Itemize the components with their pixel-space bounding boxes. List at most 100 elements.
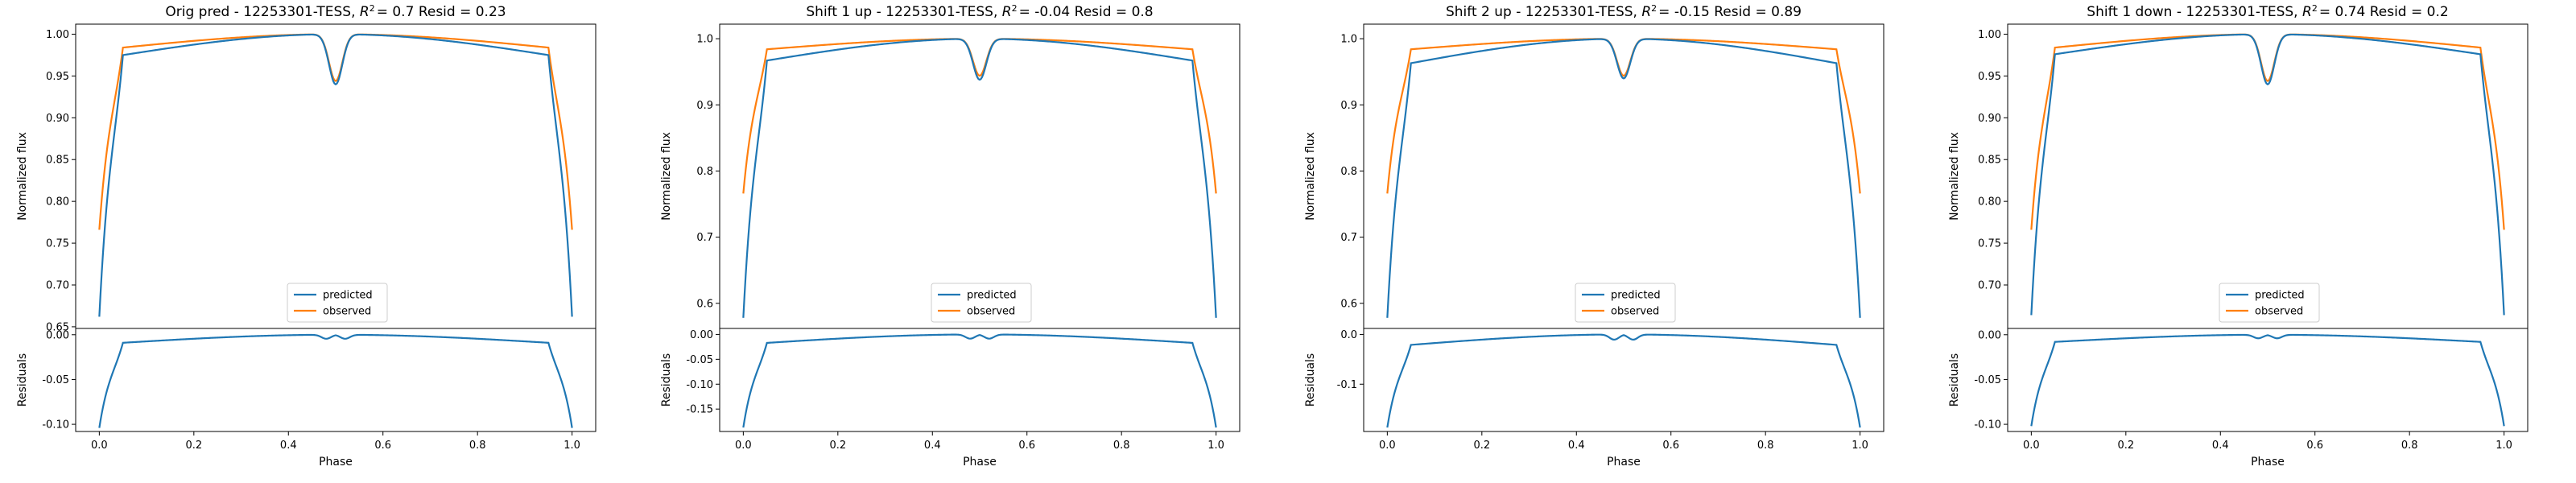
series-line-predicted [1386, 38, 1861, 318]
legend-box [1575, 283, 1676, 323]
x-tick-label: 0.2 [829, 440, 846, 452]
x-tick-label: 0.2 [1473, 440, 1490, 452]
residual-y-tick-label: -0.05 [1974, 374, 2001, 386]
residual-y-tick-label: -0.10 [42, 419, 69, 431]
x-tick-label: 0.8 [1113, 440, 1130, 452]
y-tick-label: 0.65 [46, 321, 69, 333]
residual-y-tick-label: -0.05 [42, 374, 69, 386]
y-tick-label: 0.90 [46, 113, 69, 125]
main-axes-frame [75, 23, 597, 329]
legend-box [287, 283, 388, 323]
y-axis-label: Normalized flux [1948, 132, 1961, 221]
legend: predicted observed [287, 283, 388, 323]
legend-box [931, 283, 1032, 323]
y-tick-label: 0.6 [696, 298, 713, 310]
x-tick-label: 0.8 [1757, 440, 1774, 452]
title-resid-value: Resid = 0.23 [419, 4, 506, 20]
x-axis-label: Phase [1607, 456, 1641, 469]
x-tick-label: 0.6 [1662, 440, 1679, 452]
y-tick-label: 1.00 [46, 29, 69, 41]
y-tick-label: 0.75 [1978, 238, 2001, 250]
y-tick-label: 0.70 [46, 280, 69, 292]
title-r2-value: = -0.04 [1019, 4, 1075, 20]
r2-symbol: R [1641, 4, 1651, 20]
legend-label-predicted: predicted [2255, 290, 2305, 302]
x-tick-label: 1.0 [1852, 440, 1868, 452]
x-tick-label: 0.8 [469, 440, 486, 452]
y-axis-label: Normalized flux [660, 132, 673, 221]
r2-symbol: R [1002, 4, 1012, 20]
legend: predicted observed [1575, 283, 1676, 323]
chart-panel-3: Shift 2 up - 12253301-TESS, R2 = -0.15 Re… [1304, 3, 1885, 469]
residual-y-axis-label: Residuals [16, 353, 29, 407]
r2-exponent: 2 [1012, 3, 1018, 14]
residual-y-tick-label: -0.15 [686, 404, 713, 416]
y-tick-label: 0.80 [1978, 196, 2001, 208]
y-tick-label: 0.75 [46, 238, 69, 250]
y-axis-label: Normalized flux [1304, 132, 1317, 221]
series-line-predicted [742, 38, 1217, 318]
residual-line [742, 333, 1217, 428]
series-line-observed [2030, 33, 2505, 230]
x-tick-label: 0.4 [280, 440, 297, 452]
x-tick-label: 1.0 [1208, 440, 1224, 452]
residual-y-tick-label: 0.00 [46, 329, 69, 341]
x-tick-label: 0.4 [2212, 440, 2229, 452]
y-tick-label: 0.8 [696, 166, 713, 178]
y-tick-label: 1.00 [1978, 29, 2001, 41]
y-tick-label: 0.85 [1978, 155, 2001, 167]
chart-title: Shift 1 down - 12253301-TESS, R2 = 0.74 R… [2087, 3, 2448, 21]
y-tick-label: 0.90 [1978, 113, 2001, 125]
x-tick-label: 0.0 [91, 440, 108, 452]
y-tick-label: 1.0 [1340, 34, 1357, 46]
series-line-observed [1386, 38, 1861, 194]
y-tick-label: 0.7 [696, 232, 713, 244]
legend-label-predicted: predicted [323, 290, 373, 302]
legend-label-observed: observed [323, 306, 371, 318]
residual-y-tick-label: -0.1 [1337, 379, 1357, 391]
legend: predicted observed [2219, 283, 2320, 323]
title-r2-value: = -0.15 [1658, 4, 1714, 20]
y-tick-label: 0.7 [1340, 232, 1357, 244]
y-tick-label: 1.0 [696, 34, 713, 46]
chart-panel-4: Shift 1 down - 12253301-TESS, R2 = 0.74 R… [1948, 3, 2529, 469]
x-axis-label: Phase [319, 456, 353, 469]
title-prefix: Shift 1 down - 12253301-TESS, [2087, 4, 2302, 20]
title-prefix: Shift 2 up - 12253301-TESS, [1446, 4, 1641, 20]
residual-axes-frame [75, 328, 597, 432]
residual-y-tick-label: -0.05 [686, 354, 713, 366]
main-axes-frame [1363, 23, 1885, 329]
chart-title: Shift 1 up - 12253301-TESS, R2 = -0.04 Re… [806, 3, 1153, 21]
residual-y-tick-label: -0.10 [686, 379, 713, 391]
r2-exponent: 2 [369, 3, 375, 14]
series-line-observed [98, 33, 573, 230]
x-tick-label: 0.4 [1568, 440, 1585, 452]
x-tick-label: 0.6 [1018, 440, 1035, 452]
y-tick-label: 0.85 [46, 155, 69, 167]
main-axes-frame [719, 23, 1241, 329]
r2-exponent: 2 [1651, 3, 1657, 14]
y-tick-label: 0.6 [1340, 298, 1357, 310]
residual-line [2030, 333, 2505, 427]
main-axes-frame [2007, 23, 2529, 329]
x-tick-label: 0.0 [735, 440, 752, 452]
y-tick-label: 0.9 [696, 100, 713, 112]
x-tick-label: 1.0 [564, 440, 580, 452]
y-tick-label: 0.8 [1340, 166, 1357, 178]
title-resid-value: Resid = 0.8 [1075, 4, 1154, 20]
chart-panel-2: Shift 1 up - 12253301-TESS, R2 = -0.04 Re… [660, 3, 1241, 469]
y-tick-label: 0.80 [46, 196, 69, 208]
x-tick-label: 0.2 [2117, 440, 2134, 452]
residual-y-axis-label: Residuals [1304, 353, 1317, 407]
x-tick-label: 0.4 [924, 440, 941, 452]
residual-line [1386, 333, 1861, 428]
residual-line [98, 333, 573, 428]
y-tick-label: 0.95 [46, 71, 69, 83]
residual-y-tick-label: 0.0 [1340, 329, 1357, 341]
x-axis-label: Phase [963, 456, 997, 469]
series-line-observed [742, 38, 1217, 194]
x-tick-label: 0.2 [185, 440, 202, 452]
r2-exponent: 2 [2312, 3, 2318, 14]
residual-axes-frame [719, 328, 1241, 432]
